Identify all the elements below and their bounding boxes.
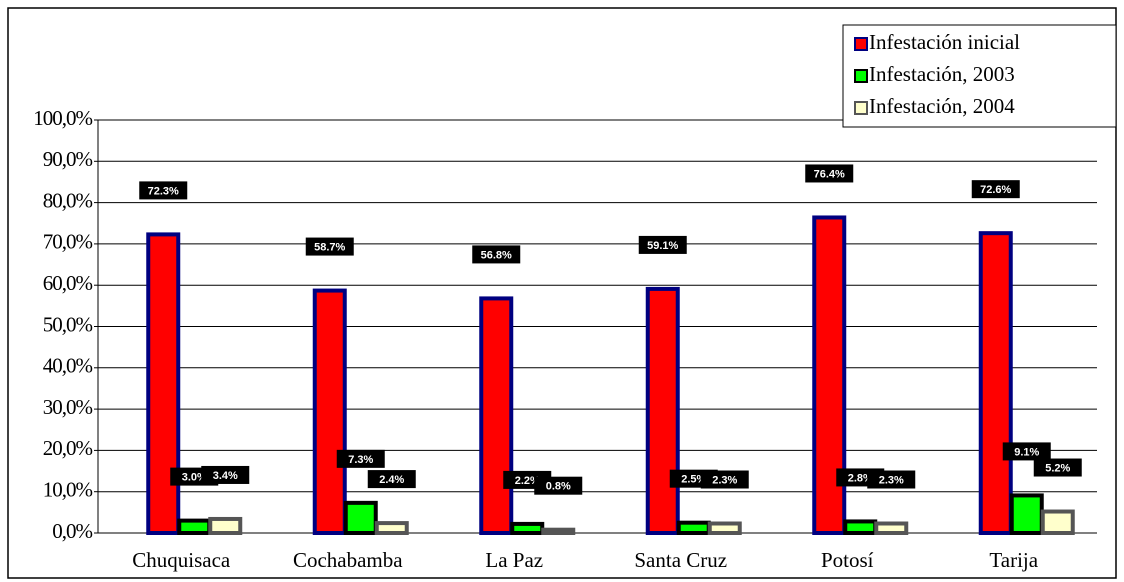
value-label: 2.4% bbox=[379, 474, 404, 486]
bar bbox=[146, 232, 181, 535]
y-tick-label: 80,0% bbox=[43, 188, 93, 212]
legend-label: Infestación, 2004 bbox=[869, 94, 1015, 118]
value-label-bg bbox=[305, 237, 354, 256]
legend-swatch bbox=[854, 69, 868, 83]
value-label: 72.6% bbox=[980, 184, 1011, 196]
legend-swatch bbox=[854, 37, 868, 51]
y-tick-label: 30,0% bbox=[43, 395, 93, 419]
value-label: 76.4% bbox=[814, 168, 845, 180]
value-label: 2.8% bbox=[848, 472, 873, 484]
value-label: 5.2% bbox=[1045, 462, 1070, 474]
legend-box bbox=[842, 24, 1117, 128]
bar bbox=[707, 521, 742, 535]
bar bbox=[645, 286, 680, 535]
y-tick-label: 10,0% bbox=[43, 478, 93, 502]
value-label-bg bbox=[1002, 442, 1051, 461]
value-label-bg bbox=[805, 164, 854, 183]
y-tick-label: 0,0% bbox=[52, 519, 92, 543]
y-tick-label: 100,0% bbox=[33, 106, 92, 130]
bar bbox=[978, 231, 1013, 536]
value-label-bg bbox=[336, 449, 385, 468]
value-label-bg bbox=[201, 465, 250, 484]
x-tick-label: Cochabamba bbox=[293, 548, 403, 572]
bar bbox=[479, 296, 514, 535]
value-label: 3.0% bbox=[182, 472, 207, 484]
bar bbox=[676, 520, 711, 535]
y-tick-label: 20,0% bbox=[43, 436, 93, 460]
x-tick-label: Tarija bbox=[989, 548, 1038, 572]
value-label: 72.3% bbox=[148, 185, 179, 197]
legend-label: Infestación inicial bbox=[869, 30, 1020, 54]
y-tick-label: 50,0% bbox=[43, 312, 93, 336]
bar bbox=[343, 500, 378, 536]
value-label: 58.7% bbox=[314, 241, 345, 253]
value-label-bg bbox=[367, 470, 416, 489]
x-tick-label: Santa Cruz bbox=[634, 548, 727, 572]
value-label-bg bbox=[638, 235, 687, 254]
x-tick-label: Chuquisaca bbox=[132, 548, 231, 572]
value-label: 3.4% bbox=[213, 470, 238, 482]
value-label: 2.3% bbox=[879, 474, 904, 486]
bar bbox=[374, 521, 409, 536]
value-label: 59.1% bbox=[647, 240, 678, 252]
value-label-bg bbox=[867, 470, 916, 489]
value-label-bg bbox=[472, 245, 521, 264]
value-label: 2.3% bbox=[712, 474, 737, 486]
y-tick-label: 90,0% bbox=[43, 147, 93, 171]
bar bbox=[541, 527, 576, 535]
value-label-bg bbox=[1033, 458, 1082, 477]
value-label: 2.5% bbox=[681, 474, 706, 486]
bar bbox=[177, 518, 212, 535]
bar bbox=[208, 516, 243, 536]
y-tick-label: 60,0% bbox=[43, 271, 93, 295]
value-label-bg bbox=[534, 476, 583, 495]
y-tick-label: 70,0% bbox=[43, 230, 93, 254]
legend-label: Infestación, 2003 bbox=[869, 62, 1015, 86]
value-label-bg bbox=[700, 470, 749, 489]
x-tick-label: La Paz bbox=[485, 548, 543, 572]
bar bbox=[1040, 509, 1075, 535]
bar bbox=[1009, 493, 1044, 535]
x-tick-label: Potosí bbox=[821, 548, 874, 572]
bar bbox=[843, 519, 878, 535]
y-tick-label: 40,0% bbox=[43, 354, 93, 378]
bar bbox=[510, 521, 545, 536]
value-label: 2.2% bbox=[515, 475, 540, 487]
value-label: 7.3% bbox=[348, 454, 373, 466]
value-label: 0.8% bbox=[546, 481, 571, 493]
value-label-bg bbox=[971, 180, 1020, 199]
value-label-bg bbox=[139, 181, 188, 200]
value-label: 9.1% bbox=[1014, 446, 1039, 458]
legend-swatch bbox=[854, 101, 868, 115]
value-label: 56.8% bbox=[481, 249, 512, 261]
bar bbox=[874, 521, 909, 535]
bar bbox=[312, 288, 347, 535]
